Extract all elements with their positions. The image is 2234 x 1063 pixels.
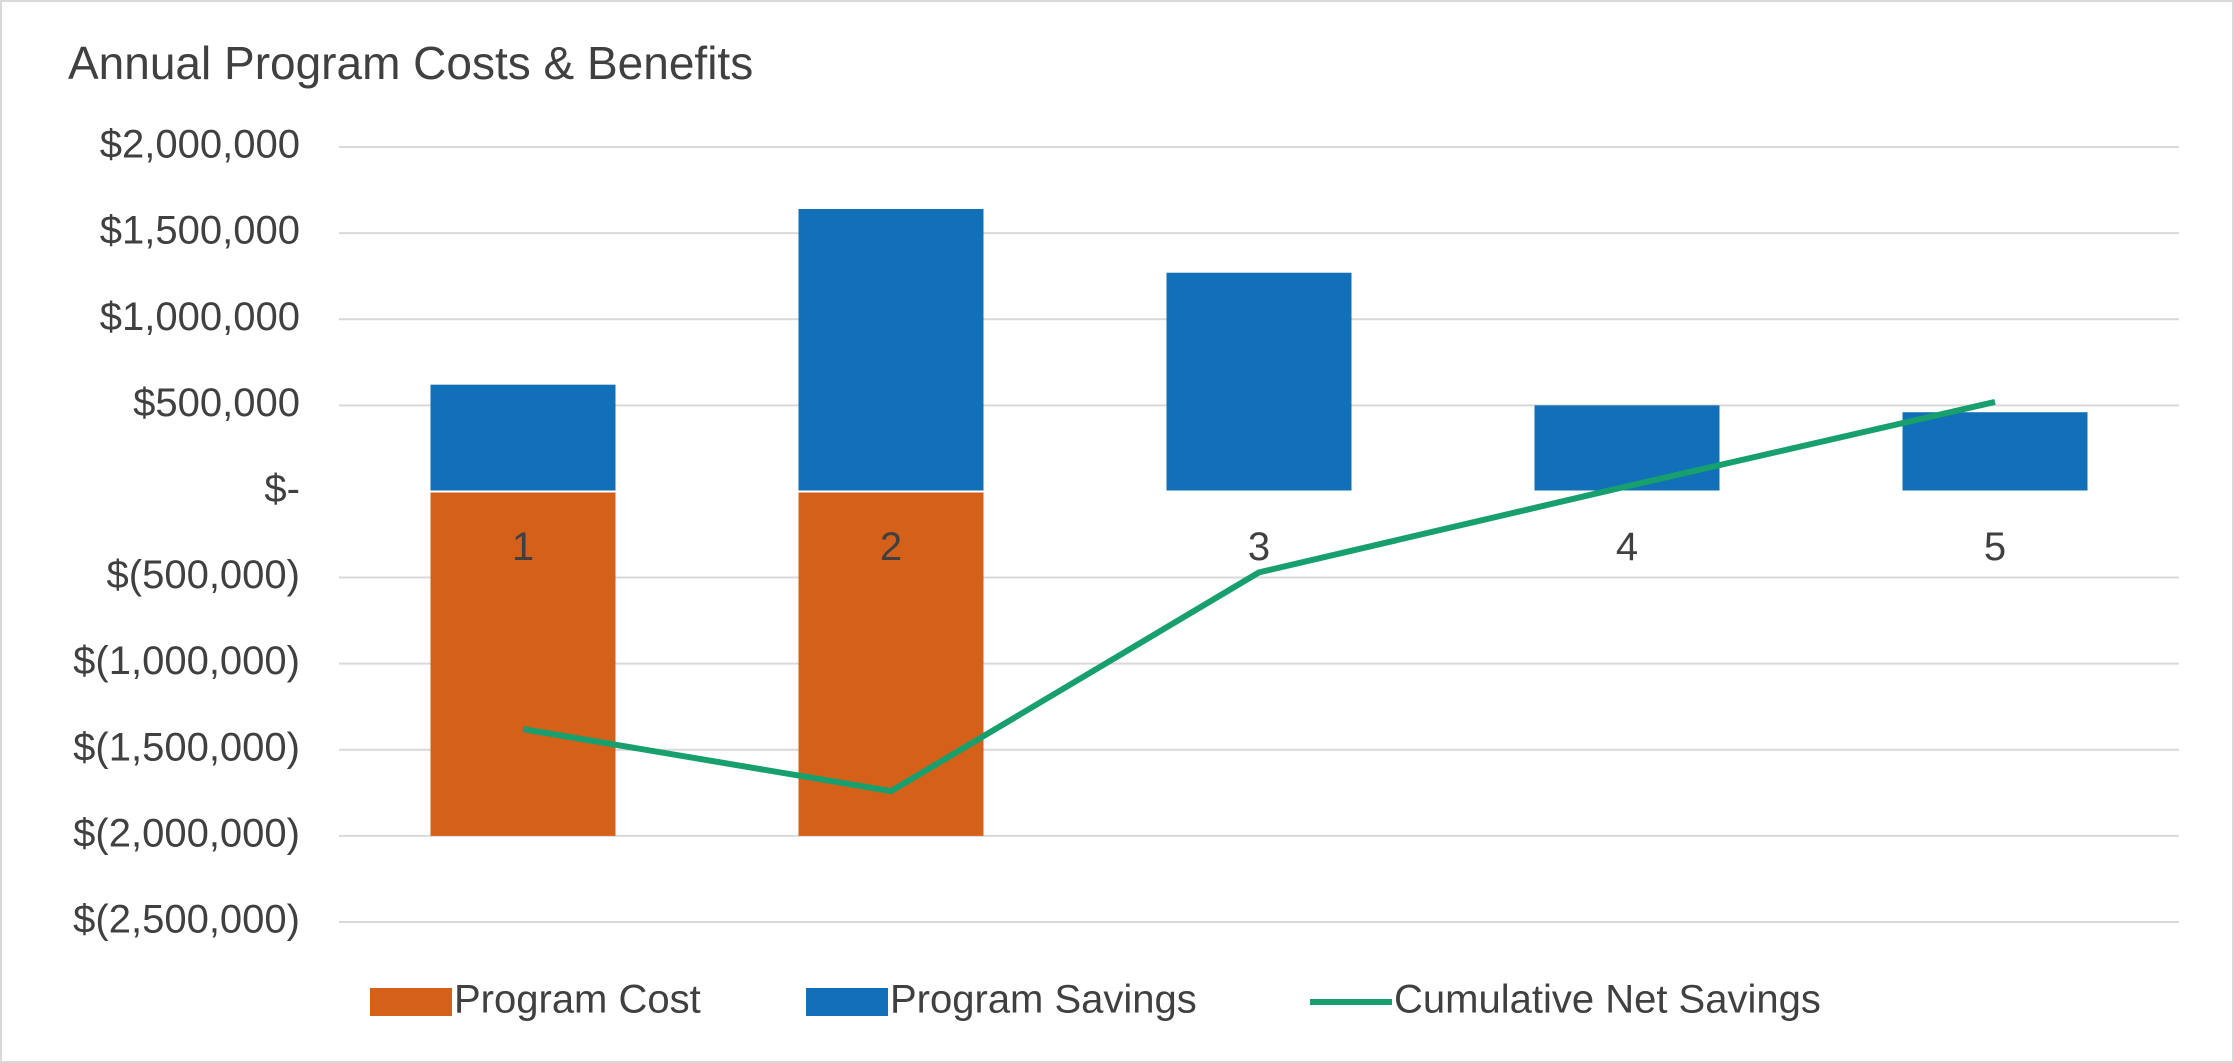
- x-tick-label: 4: [1616, 525, 1638, 569]
- bar: [430, 384, 616, 492]
- y-tick-label: $(1,000,000): [73, 639, 300, 683]
- x-tick-label: 5: [1984, 525, 2006, 569]
- bar: [430, 491, 616, 836]
- legend-label: Program Cost: [454, 978, 701, 1022]
- chart-title: Annual Program Costs & Benefits: [68, 37, 753, 89]
- legend-label: Program Savings: [890, 978, 1197, 1022]
- legend-label: Cumulative Net Savings: [1394, 978, 1821, 1022]
- y-tick-label: $(500,000): [107, 553, 300, 597]
- y-tick-label: $-: [264, 467, 300, 511]
- bar: [1534, 405, 1720, 492]
- y-tick-label: $(2,500,000): [73, 898, 300, 942]
- y-tick-label: $500,000: [133, 381, 300, 425]
- legend-swatch: [806, 988, 888, 1016]
- bar: [798, 209, 984, 492]
- y-tick-label: $(1,500,000): [73, 725, 300, 769]
- y-tick-label: $1,000,000: [100, 295, 300, 339]
- y-tick-label: $2,000,000: [100, 123, 300, 167]
- y-tick-label: $(2,000,000): [73, 811, 300, 855]
- legend-swatch: [370, 988, 452, 1016]
- x-tick-label: 3: [1248, 525, 1270, 569]
- bar: [1166, 272, 1352, 492]
- x-tick-label: 1: [512, 525, 534, 569]
- y-tick-label: $1,500,000: [100, 209, 300, 253]
- x-tick-label: 2: [880, 525, 902, 569]
- line: [522, 398, 1996, 795]
- bar: [1902, 412, 2088, 492]
